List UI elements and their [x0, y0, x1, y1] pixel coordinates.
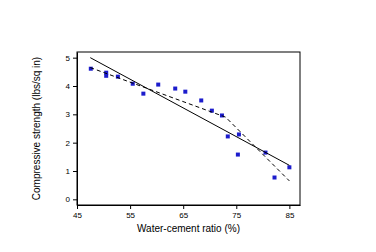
- x-axis-title: Water-cement ratio (%): [137, 223, 240, 234]
- tick-label: 45: [73, 211, 82, 220]
- tick-mark: [73, 58, 77, 59]
- tick-label: 4: [66, 82, 71, 91]
- point: [141, 92, 145, 96]
- tick: 0: [66, 195, 77, 204]
- axis-line: [77, 53, 78, 206]
- tick-mark: [130, 205, 131, 209]
- tick-mark: [236, 205, 237, 209]
- tick-mark: [73, 143, 77, 144]
- point: [226, 134, 230, 138]
- point: [237, 132, 241, 136]
- tick: 65: [179, 205, 188, 220]
- tick-mark: [73, 199, 77, 200]
- tick-mark: [289, 205, 290, 209]
- plot-area: [89, 58, 292, 181]
- point: [156, 83, 160, 87]
- line: [90, 58, 289, 166]
- point: [173, 87, 177, 91]
- y-axis-title: Compressive strength (lbs/sq in): [31, 57, 42, 200]
- tick: 75: [232, 205, 241, 220]
- line: [90, 68, 289, 181]
- point: [183, 90, 187, 94]
- tick-label: 1: [66, 167, 71, 176]
- x-axis: 45 55 65 75 85: [73, 205, 300, 220]
- point: [199, 98, 203, 102]
- tick: 3: [66, 110, 77, 119]
- tick: 5: [66, 54, 77, 63]
- tick: 4: [66, 82, 77, 91]
- point: [273, 176, 277, 180]
- tick: 85: [285, 205, 294, 220]
- point: [236, 153, 240, 157]
- tick-label: 5: [66, 54, 71, 63]
- tick: 2: [66, 139, 77, 148]
- tick-label: 65: [179, 211, 188, 220]
- tick-mark: [73, 114, 77, 115]
- point: [287, 165, 291, 169]
- tick-mark: [183, 205, 184, 209]
- tick-label: 55: [126, 211, 135, 220]
- axis-line: [78, 205, 301, 206]
- tick: 55: [126, 205, 135, 220]
- y-axis: 0 1 2 3 4 5: [66, 53, 78, 206]
- tick-label: 3: [66, 110, 71, 119]
- tick: 45: [73, 205, 82, 220]
- tick-label: 2: [66, 139, 71, 148]
- tick: 1: [66, 167, 77, 176]
- tick-label: 75: [232, 211, 241, 220]
- tick-label: 0: [66, 195, 71, 204]
- plot-frame: [77, 52, 300, 205]
- tick-mark: [73, 171, 77, 172]
- tick-mark: [73, 86, 77, 87]
- tick-mark: [77, 205, 78, 209]
- tick-label: 85: [285, 211, 294, 220]
- chart: 4555657585012345Water-cement ratio (%)Co…: [0, 0, 376, 252]
- point: [104, 74, 108, 78]
